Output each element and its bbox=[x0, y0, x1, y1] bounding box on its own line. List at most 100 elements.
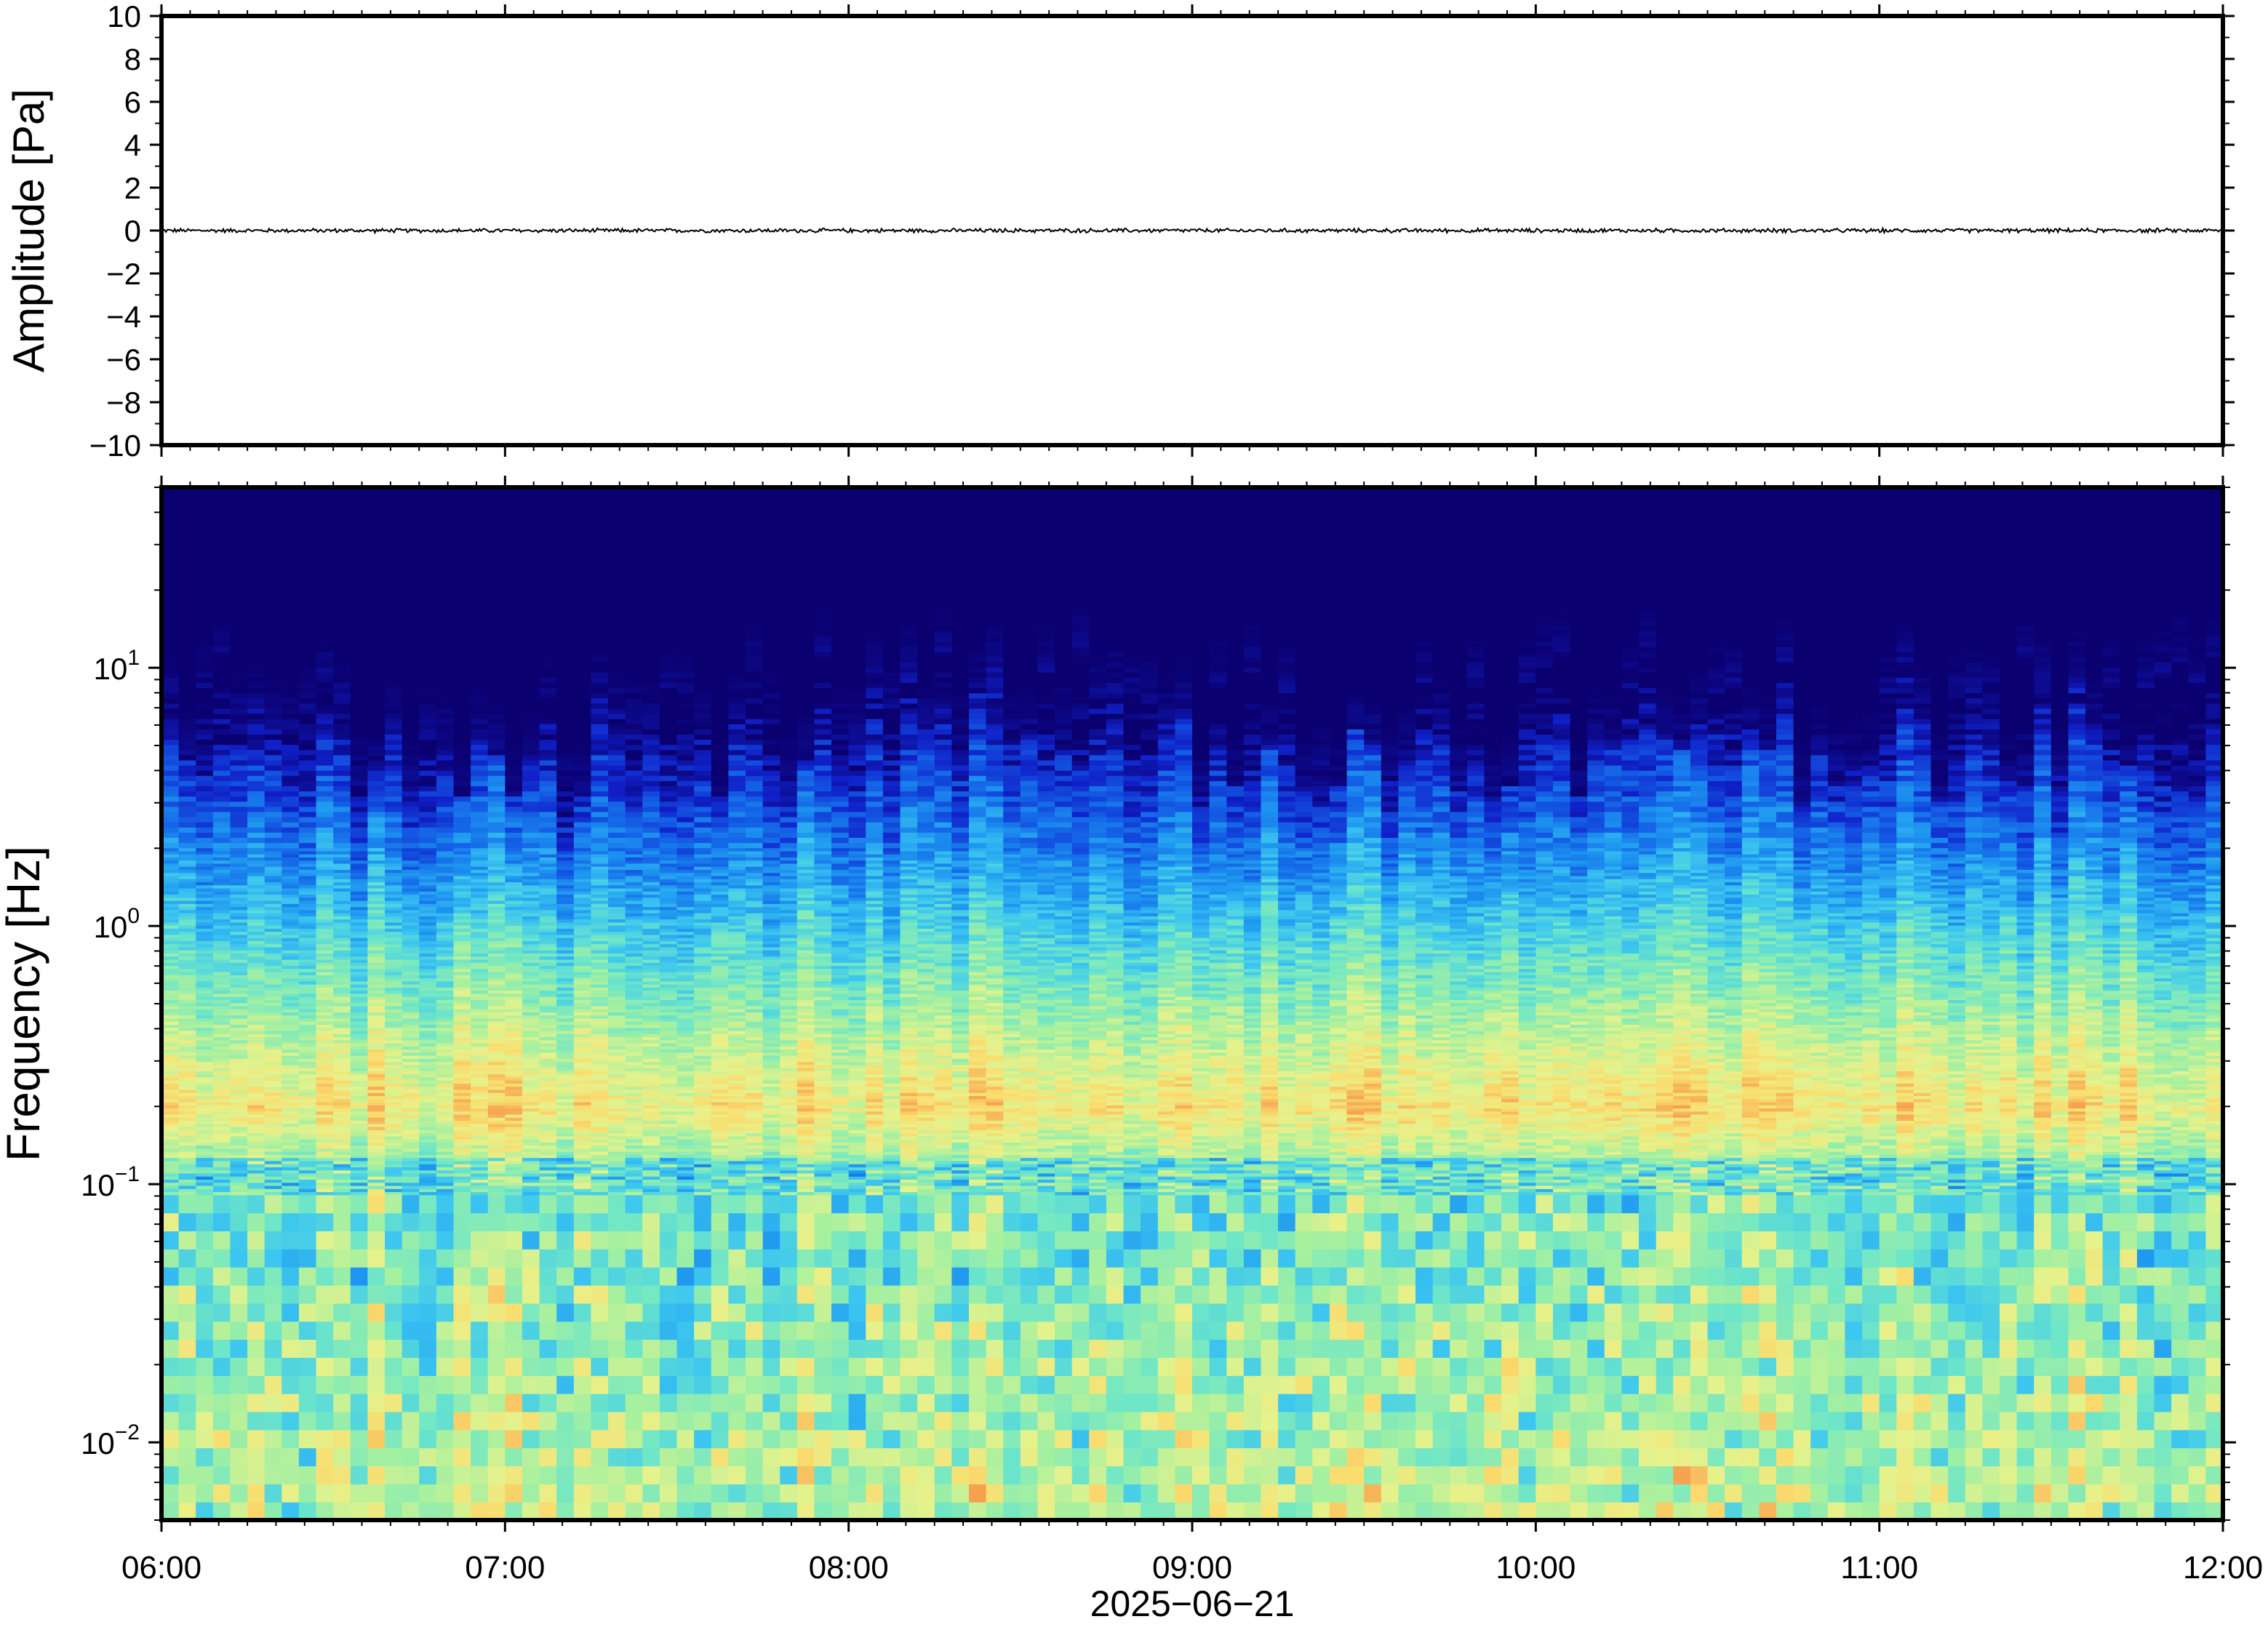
spectrogram-cell bbox=[436, 1412, 454, 1430]
spectrogram-cell bbox=[230, 512, 247, 518]
spectrogram-cell bbox=[230, 1322, 247, 1340]
spectrogram-cell bbox=[505, 940, 522, 944]
spectrogram-cell bbox=[213, 641, 231, 647]
spectrogram-cell bbox=[471, 947, 488, 951]
spectrogram-cell bbox=[213, 1394, 231, 1412]
spectrogram-cell bbox=[196, 569, 213, 575]
spectrogram-cell bbox=[247, 851, 265, 855]
spectrogram-cell bbox=[351, 641, 368, 647]
spectrogram-cell bbox=[299, 1065, 316, 1068]
spectrogram-cell bbox=[436, 1018, 454, 1022]
spectrogram-cell bbox=[247, 667, 265, 673]
spectrogram-cell bbox=[556, 894, 574, 898]
spectrogram-cell bbox=[522, 497, 540, 503]
spectrogram-cell bbox=[281, 517, 299, 523]
spectrogram-cell bbox=[196, 1102, 213, 1106]
spectrogram-cell bbox=[196, 796, 213, 802]
spectrogram-cell bbox=[265, 1071, 282, 1074]
spectrogram-cell bbox=[281, 1340, 299, 1358]
spectrogram-cell bbox=[213, 1357, 231, 1375]
spectrogram-cell bbox=[196, 1231, 213, 1249]
spectrogram-cell bbox=[488, 713, 506, 719]
spectrogram-cell bbox=[161, 1099, 179, 1103]
spectrogram-cell bbox=[196, 1114, 213, 1118]
spectrogram-cell bbox=[471, 543, 488, 549]
spectrogram-cell bbox=[247, 925, 265, 929]
spectrogram-cell bbox=[402, 940, 420, 944]
spectrogram-cell bbox=[179, 532, 196, 538]
spectrogram-cell bbox=[505, 1006, 522, 1010]
spectrogram-cell bbox=[333, 1055, 351, 1059]
spectrogram-cell bbox=[556, 1095, 574, 1099]
spectrogram-cell bbox=[299, 1484, 316, 1502]
spectrogram-cell bbox=[436, 1055, 454, 1059]
spectrogram-cell bbox=[299, 1154, 316, 1158]
spectrogram-cell bbox=[196, 965, 213, 969]
spectrogram-cell bbox=[436, 981, 454, 985]
spectrogram-cell bbox=[402, 791, 420, 796]
spectrogram-cell bbox=[281, 851, 299, 855]
spectrogram-cell bbox=[333, 1167, 351, 1170]
spectrogram-cell bbox=[196, 605, 213, 611]
spectrogram-cell bbox=[230, 944, 247, 948]
spectrogram-cell bbox=[351, 944, 368, 948]
spectrogram-cell bbox=[471, 860, 488, 864]
spectrogram-cell bbox=[213, 507, 231, 513]
spectrogram-cell bbox=[281, 1430, 299, 1448]
spectrogram-cell bbox=[436, 745, 454, 751]
spectrogram-cell bbox=[281, 1357, 299, 1375]
spectrogram-cell bbox=[436, 928, 454, 932]
spectrogram-cell bbox=[316, 894, 334, 898]
spectrogram-cell bbox=[522, 770, 540, 776]
spectrogram-cell bbox=[196, 739, 213, 745]
spectrogram-cell bbox=[196, 876, 213, 879]
spectrogram-cell bbox=[436, 869, 454, 873]
spectrogram-cell bbox=[556, 780, 574, 786]
spectrogram-cell bbox=[281, 812, 299, 818]
spectrogram-cell bbox=[299, 1031, 316, 1034]
spectrogram-cell bbox=[488, 956, 506, 960]
spectrogram-cell bbox=[453, 497, 471, 503]
spectrogram-cell bbox=[471, 1154, 488, 1158]
spectrogram-cell bbox=[333, 1062, 351, 1066]
spectrogram-cell bbox=[471, 857, 488, 860]
spectrogram-cell bbox=[161, 1024, 179, 1028]
spectrogram-cell bbox=[540, 625, 557, 631]
spectrogram-cell bbox=[505, 1357, 522, 1375]
spectrogram-cell bbox=[333, 1186, 351, 1189]
spectrogram-cell bbox=[281, 1136, 299, 1140]
spectrogram-cell bbox=[556, 913, 574, 916]
spectrogram-cell bbox=[453, 564, 471, 569]
spectrogram-cell bbox=[230, 590, 247, 596]
spectrogram-cell bbox=[522, 760, 540, 766]
spectrogram-cell bbox=[247, 919, 265, 923]
spectrogram-cell bbox=[196, 574, 213, 580]
spectrogram-cell bbox=[299, 932, 316, 935]
spectrogram-cell bbox=[367, 1484, 385, 1502]
spectrogram-cell bbox=[402, 739, 420, 745]
spectrogram-cell bbox=[471, 1083, 488, 1087]
spectrogram-cell bbox=[179, 978, 196, 982]
spectrogram-cell bbox=[281, 636, 299, 641]
spectrogram-cell bbox=[316, 1430, 334, 1448]
spectrogram-cell bbox=[522, 842, 540, 848]
spectrogram-cell bbox=[419, 559, 436, 564]
spectrogram-cell bbox=[161, 538, 179, 544]
spectrogram-cell bbox=[471, 512, 488, 518]
spectrogram-cell bbox=[247, 817, 265, 823]
spectrogram-cell bbox=[453, 1146, 471, 1149]
spectrogram-cell bbox=[196, 693, 213, 699]
spectrogram-cell bbox=[488, 1065, 506, 1068]
spectrogram-cell bbox=[316, 1285, 334, 1303]
spectrogram-cell bbox=[316, 1031, 334, 1034]
spectrogram-cell bbox=[179, 1021, 196, 1025]
spectrogram-cell bbox=[540, 1484, 557, 1502]
spectrogram-cell bbox=[196, 719, 213, 724]
spectrogram-cell bbox=[436, 1015, 454, 1019]
spectrogram-cell bbox=[385, 1102, 402, 1106]
spectrogram-cell bbox=[281, 827, 299, 833]
spectrogram-cell bbox=[281, 888, 299, 892]
spectrogram-cell bbox=[453, 848, 471, 852]
spectrogram-cell bbox=[265, 724, 282, 729]
spectrogram-cell bbox=[556, 1018, 574, 1022]
